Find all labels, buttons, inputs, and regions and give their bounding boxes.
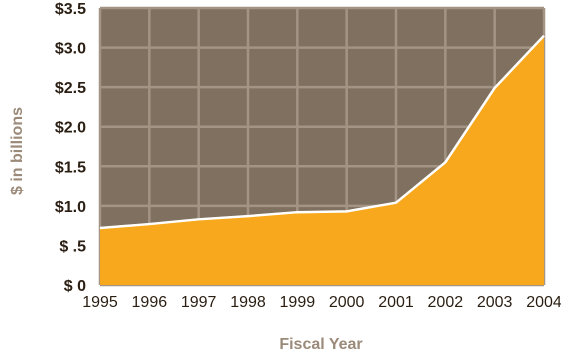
y-axis-ticks: $ 0 $ .5 $1.0 $1.5 $2.0 $2.5 $3.0 $3.5 bbox=[55, 1, 86, 295]
x-tick-label: 1995 bbox=[82, 294, 118, 311]
x-tick-label: 2003 bbox=[477, 294, 513, 311]
y-tick-label: $1.0 bbox=[55, 199, 86, 216]
x-axis-title: Fiscal Year bbox=[279, 336, 362, 353]
x-tick-label: 2001 bbox=[378, 294, 414, 311]
x-tick-label: 1997 bbox=[181, 294, 217, 311]
x-tick-label: 2004 bbox=[526, 294, 561, 311]
y-tick-label: $3.0 bbox=[55, 41, 86, 58]
x-axis-ticks: 1995 1996 1997 1998 1999 2000 2001 2002 2003 2004 bbox=[82, 294, 561, 311]
y-tick-label: $3.5 bbox=[55, 1, 86, 18]
plot-area bbox=[98, 6, 546, 287]
x-tick-label: 2000 bbox=[329, 294, 365, 311]
y-axis-title: $ in billions bbox=[9, 107, 26, 195]
x-tick-label: 1996 bbox=[132, 294, 168, 311]
y-tick-label: $2.5 bbox=[55, 80, 86, 97]
y-tick-label: $2.0 bbox=[55, 120, 86, 137]
y-tick-label: $1.5 bbox=[55, 159, 86, 176]
x-tick-label: 1998 bbox=[230, 294, 266, 311]
x-tick-label: 1999 bbox=[280, 294, 316, 311]
y-tick-label: $ 0 bbox=[64, 278, 86, 295]
area-top-edge bbox=[99, 34, 545, 230]
x-tick-label: 2002 bbox=[428, 294, 464, 311]
y-tick-label: $ .5 bbox=[59, 238, 86, 255]
area-series bbox=[100, 35, 544, 286]
